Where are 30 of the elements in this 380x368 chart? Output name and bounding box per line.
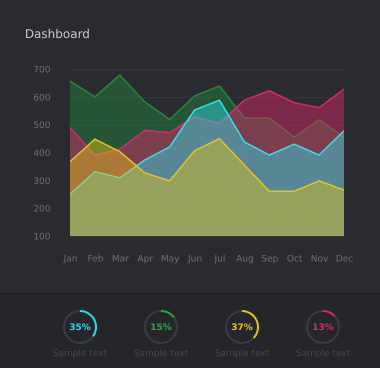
x-tick-label: Oct [286,254,303,264]
y-tick-label: 200 [33,204,51,215]
text: 37% [231,323,253,333]
text: 15% [150,323,172,333]
x-tick-label: Feb [87,254,104,264]
text: 13% [312,323,334,333]
y-tick-label: 100 [33,232,51,242]
donut-slice [225,310,254,344]
x-tick-label: May [160,254,180,264]
x-tick-label: Aug [236,254,254,264]
x-tick-label: Jun [187,254,202,264]
donut-slice [323,310,336,317]
x-tick-label: Sep [261,254,279,264]
x-tick-label: Nov [310,254,330,264]
donut-slice [161,310,175,318]
x-tick-label: Jul [214,254,226,264]
y-tick-label: 600 [33,93,51,104]
x-tick-label: Dec [336,254,354,264]
chart-title: Dashboard [24,27,90,41]
y-tick-label: 400 [33,149,51,159]
x-tick-label: Apr [137,254,154,264]
donut-slice [306,310,340,344]
x-tick-label: Mar [112,254,130,264]
x-tick-label: Jan [62,254,78,264]
donut-slice [63,310,94,344]
text: 35% [69,323,91,333]
y-tick-label: 300 [33,176,51,187]
y-tick-label: 700 [33,66,51,76]
donut-slice [144,310,178,344]
y-tick-label: 500 [33,121,51,132]
